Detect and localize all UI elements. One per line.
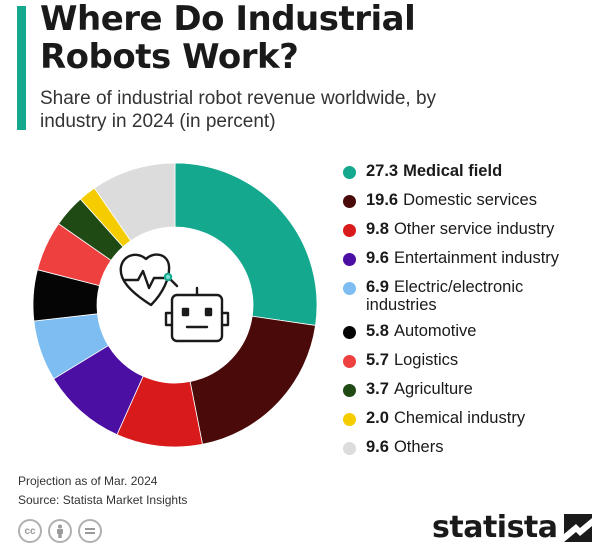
page-subtitle: Share of industrial robot revenue worldw… [40,88,437,132]
legend-value: 5.7 [366,351,389,369]
projection-note: Projection as of Mar. 2024 [18,474,158,488]
legend-text: 9.6 Entertainment industry [366,249,559,267]
legend-dot [343,384,356,397]
nd-icon[interactable] [78,519,102,543]
legend-item: 6.9 Electric/electronic industries [343,278,593,322]
legend-value: 19.6 [366,191,399,209]
legend-text: 5.8 Automotive [366,322,476,340]
legend-item: 9.8 Other service industry [343,220,593,249]
statista-logo[interactable]: statista [432,510,592,545]
legend-dot [343,224,356,237]
legend-item: 3.7 Agriculture [343,380,593,409]
legend-value: 6.9 [366,278,389,296]
legend-dot [343,326,356,339]
legend-value: 9.6 [366,438,389,456]
source-note: Source: Statista Market Insights [18,493,188,507]
legend-value: 9.8 [366,220,389,238]
legend-dot [343,442,356,455]
legend-dot [343,195,356,208]
legend-text: 27.3 Medical field [366,162,502,180]
legend-item: 2.0 Chemical industry [343,409,593,438]
donut-slices [32,162,318,448]
person-icon [57,524,63,538]
legend-value: 3.7 [366,380,389,398]
legend-label: Chemical industry [393,409,526,427]
equals-icon [85,528,95,534]
statista-mark-icon [563,513,592,542]
legend-text: 6.9 Electric/electronic industries [366,278,593,314]
legend-label: Others [393,438,444,456]
legend-text: 19.6 Domestic services [366,191,537,209]
legend-value: 2.0 [366,409,389,427]
brand-wordmark: statista [432,510,558,545]
legend-value: 27.3 [366,162,399,180]
license-icons: cc [18,519,102,543]
cc-icon[interactable]: cc [18,519,42,543]
legend-text: 9.8 Other service industry [366,220,554,238]
legend-item: 9.6 Others [343,438,593,467]
legend-label: Other service industry [393,220,555,238]
legend-label: Logistics [393,351,459,369]
legend-item: 5.8 Automotive [343,322,593,351]
page-title: Where Do Industrial Robots Work? [40,0,416,77]
legend-dot [343,253,356,266]
legend-label: Entertainment industry [393,249,560,267]
legend-label: Automotive [393,322,477,340]
legend-item: 5.7 Logistics [343,351,593,380]
legend-text: 2.0 Chemical industry [366,409,525,427]
legend-dot [343,282,356,295]
donut-hole [97,227,253,383]
legend-value: 9.6 [366,249,389,267]
legend-item: 27.3 Medical field [343,162,593,191]
legend-value: 5.8 [366,322,389,340]
legend-item: 9.6 Entertainment industry [343,249,593,278]
legend-label: Domestic services [403,191,537,209]
accent-bar [17,6,26,130]
legend-item: 19.6 Domestic services [343,191,593,220]
legend-text: 5.7 Logistics [366,351,458,369]
legend-label: Agriculture [393,380,473,398]
heart-robot-icon [119,253,230,343]
legend-dot [343,413,356,426]
donut-chart [32,162,318,448]
source-name: Statista Market Insights [62,493,188,507]
legend-text: 3.7 Agriculture [366,380,473,398]
legend-label: Electric/electronic industries [366,278,524,314]
legend-dot [343,355,356,368]
legend-label: Medical field [403,162,503,180]
legend-dot [343,166,356,179]
legend: 27.3 Medical field 19.6 Domestic services 9.… [343,162,593,467]
by-icon[interactable] [48,519,72,543]
legend-text: 9.6 Others [366,438,443,456]
